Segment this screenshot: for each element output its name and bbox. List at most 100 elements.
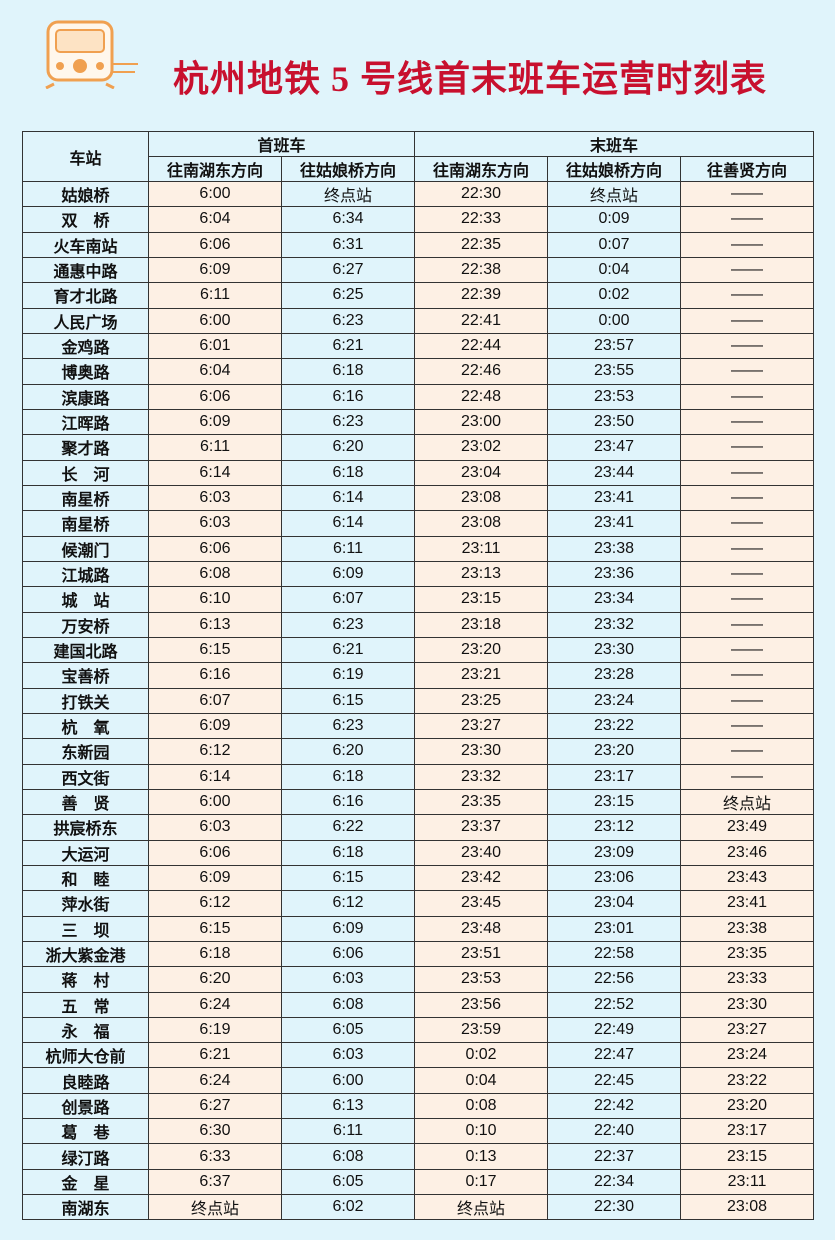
- header-direction: 往姑娘桥方向: [547, 156, 682, 182]
- time-cell: 23:08: [414, 484, 549, 512]
- time-cell: 22:52: [547, 991, 682, 1018]
- row: 金鸡路 6:01 6:21 22:44 23:57 ——: [22, 332, 815, 360]
- time-cell: 23:27: [414, 712, 549, 740]
- time-cell: 6:00: [148, 307, 282, 334]
- time-cell: 23:09: [547, 839, 682, 866]
- row: 拱宸桥东 6:03 6:22 23:37 23:12 23:49: [22, 814, 815, 841]
- time-cell: 23:45: [414, 890, 549, 917]
- header-last: 末班车: [414, 131, 815, 157]
- row: 建国北路 6:15 6:21 23:20 23:30 ——: [22, 636, 815, 664]
- station-name: 宝善桥: [22, 662, 149, 689]
- time-cell: 23:20: [547, 738, 682, 765]
- time-cell: 0:00: [547, 307, 682, 334]
- row: 善 贤 6:00 6:16 23:35 23:15 终点站: [22, 788, 815, 816]
- station-name: 南星桥: [22, 510, 149, 537]
- time-cell: 6:16: [280, 383, 416, 410]
- time-cell: 6:11: [148, 434, 282, 461]
- time-cell: 23:01: [547, 915, 682, 942]
- station-name: 江城路: [22, 560, 149, 588]
- time-cell: 6:07: [280, 586, 416, 613]
- time-cell: 6:13: [148, 611, 282, 638]
- time-cell: 6:02: [280, 1194, 416, 1221]
- station-name: 打铁关: [22, 687, 149, 714]
- time-cell: 6:08: [280, 991, 416, 1018]
- time-cell: 22:34: [547, 1168, 682, 1196]
- time-cell: 23:59: [414, 1016, 549, 1044]
- row: 江晖路 6:09 6:23 23:00 23:50 ——: [22, 408, 815, 436]
- row: 金 星 6:37 6:05 0:17 22:34 23:11: [22, 1168, 815, 1196]
- station-name: 育才北路: [22, 282, 149, 309]
- time-cell: 23:47: [547, 434, 682, 461]
- time-cell: 0:02: [547, 282, 682, 309]
- station-name: 杭师大仓前: [22, 1042, 149, 1069]
- header-direction: 往善贤方向: [680, 156, 815, 182]
- time-cell: ——: [680, 332, 815, 360]
- station-name: 候潮门: [22, 535, 149, 562]
- time-cell: 6:10: [148, 586, 282, 613]
- time-cell: 0:07: [547, 231, 682, 258]
- row: 西文街 6:14 6:18 23:32 23:17 ——: [22, 763, 815, 790]
- time-cell: ——: [680, 535, 815, 562]
- time-cell: 6:33: [148, 1143, 282, 1170]
- station-name: 火车南站: [22, 231, 149, 258]
- time-cell: 22:30: [414, 180, 549, 208]
- time-cell: 6:27: [148, 1092, 282, 1120]
- row: 候潮门 6:06 6:11 23:11 23:38 ——: [22, 535, 815, 562]
- time-cell: 6:24: [148, 991, 282, 1018]
- time-cell: 6:04: [148, 206, 282, 233]
- row: 大运河 6:06 6:18 23:40 23:09 23:46: [22, 839, 815, 866]
- time-cell: 23:04: [547, 890, 682, 917]
- time-cell: 23:28: [547, 662, 682, 689]
- station-name: 杭 氧: [22, 712, 149, 740]
- time-cell: ——: [680, 206, 815, 233]
- time-cell: 6:14: [148, 459, 282, 486]
- time-cell: 23:41: [547, 510, 682, 537]
- row: 聚才路 6:11 6:20 23:02 23:47 ——: [22, 434, 815, 461]
- time-cell: 6:09: [148, 408, 282, 436]
- time-cell: 6:21: [280, 636, 416, 664]
- time-cell: 23:25: [414, 687, 549, 714]
- time-cell: 23:41: [680, 890, 815, 917]
- time-cell: 23:12: [547, 814, 682, 841]
- metro-icon: [45, 20, 138, 89]
- time-cell: 23:08: [680, 1194, 815, 1221]
- time-cell: 6:23: [280, 712, 416, 740]
- station-name: 万安桥: [22, 611, 149, 638]
- time-cell: 6:30: [148, 1118, 282, 1145]
- time-cell: 23:57: [547, 332, 682, 360]
- time-cell: 终点站: [280, 180, 416, 208]
- time-cell: 23:00: [414, 408, 549, 436]
- time-cell: 6:04: [148, 358, 282, 385]
- time-cell: 23:17: [547, 763, 682, 790]
- station-name: 良睦路: [22, 1067, 149, 1094]
- station-name: 江晖路: [22, 408, 149, 436]
- time-cell: 终点站: [414, 1194, 549, 1221]
- time-cell: 23:36: [547, 560, 682, 588]
- time-cell: 6:00: [280, 1067, 416, 1094]
- row: 姑娘桥 6:00 终点站 22:30 终点站 ——: [22, 180, 815, 208]
- time-cell: 6:18: [280, 839, 416, 866]
- row: 育才北路 6:11 6:25 22:39 0:02 ——: [22, 282, 815, 309]
- time-cell: ——: [680, 636, 815, 664]
- time-cell: 23:30: [680, 991, 815, 1018]
- time-cell: 6:08: [280, 1143, 416, 1170]
- time-cell: 0:08: [414, 1092, 549, 1120]
- time-cell: 23:35: [414, 788, 549, 816]
- time-cell: 23:38: [680, 915, 815, 942]
- time-cell: 23:40: [414, 839, 549, 866]
- row: 和 睦 6:09 6:15 23:42 23:06 23:43: [22, 864, 815, 892]
- time-cell: 23:22: [547, 712, 682, 740]
- time-cell: ——: [680, 560, 815, 588]
- station-name: 浙大紫金港: [22, 940, 149, 968]
- row: 长 河 6:14 6:18 23:04 23:44 ——: [22, 459, 815, 486]
- time-cell: 0:09: [547, 206, 682, 233]
- time-cell: 6:05: [280, 1016, 416, 1044]
- row: 双 桥 6:04 6:34 22:33 0:09 ——: [22, 206, 815, 233]
- header-direction: 往南湖东方向: [414, 156, 549, 182]
- time-cell: 23:02: [414, 434, 549, 461]
- time-cell: ——: [680, 231, 815, 258]
- station-name: 大运河: [22, 839, 149, 866]
- time-cell: 6:20: [148, 966, 282, 993]
- row: 打铁关 6:07 6:15 23:25 23:24 ——: [22, 687, 815, 714]
